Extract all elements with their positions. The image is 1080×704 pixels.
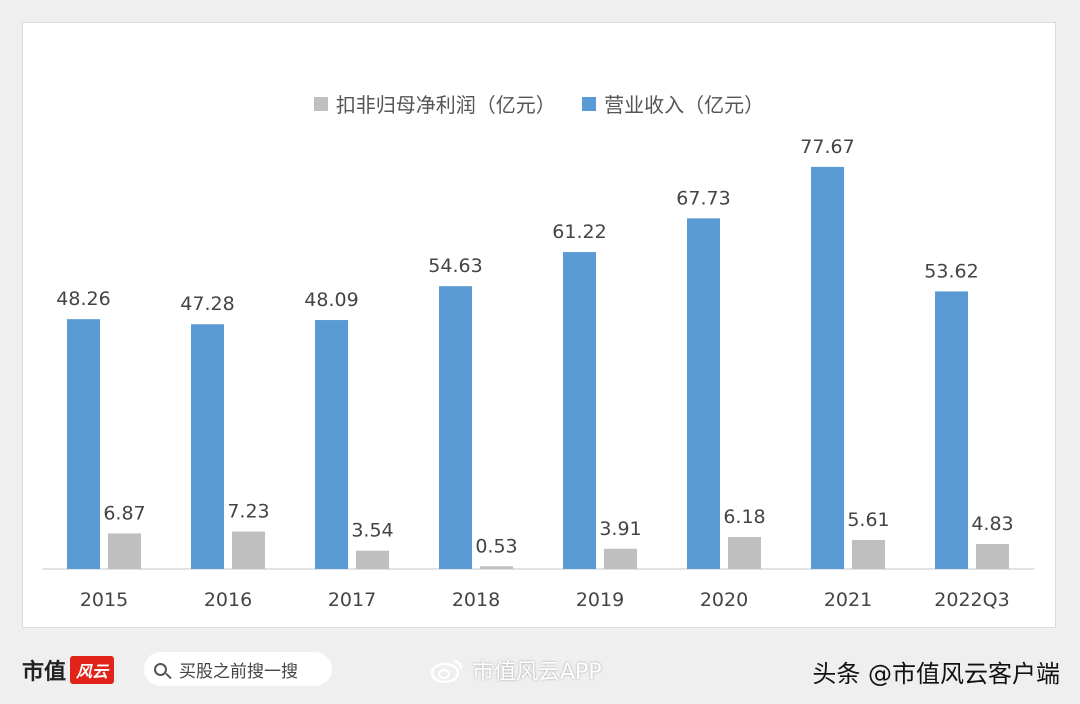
legend-swatch-revenue [582, 96, 597, 111]
x-tick-label-2015: 2015 [80, 589, 128, 611]
net-profit-bar-2022Q3 [976, 543, 1009, 569]
x-tick-label-2016: 2016 [204, 589, 252, 611]
revenue-bar-2015 [67, 319, 100, 569]
search-text: 买股之前搜一搜 [179, 661, 298, 682]
net-profit-label-2022Q3: 4.83 [971, 513, 1013, 535]
brand-logo-badge: 风云 [70, 656, 115, 684]
revenue-label-2016: 47.28 [180, 293, 234, 315]
net-profit-bar-2018 [480, 566, 513, 569]
revenue-label-2018: 54.63 [428, 255, 482, 277]
revenue-bar-2016 [191, 324, 224, 569]
revenue-label-2021: 77.67 [800, 136, 854, 158]
x-tick-label-2017: 2017 [328, 589, 376, 611]
revenue-bar-2022Q3 [935, 291, 968, 569]
net-profit-label-2020: 6.18 [723, 506, 765, 528]
x-tick-label-2021: 2021 [824, 589, 872, 611]
brand-text: 市值 [22, 660, 67, 685]
x-tick-label-2019: 2019 [576, 589, 624, 611]
net-profit-bar-2016 [232, 531, 265, 569]
net-profit-label-2019: 3.91 [599, 518, 641, 540]
search-box[interactable]: 买股之前搜一搜 [144, 652, 332, 686]
net-profit-bar-2020 [728, 537, 761, 569]
weibo-icon [430, 659, 463, 683]
revenue-label-2019: 61.22 [552, 221, 606, 243]
net-profit-bar-2021 [852, 539, 885, 569]
weibo-text: 市值风云APP [472, 660, 602, 685]
legend-label-revenue: 营业收入（亿元） [604, 93, 765, 117]
legend-item-net-profit: 扣非归母净利润（亿元） [313, 89, 556, 118]
revenue-bar-2020 [687, 218, 720, 569]
net-profit-label-2017: 3.54 [351, 520, 393, 542]
net-profit-label-2021: 5.61 [847, 509, 889, 531]
x-tick-label-2020: 2020 [700, 589, 748, 611]
weibo-watermark: 市值风云APP [430, 654, 602, 686]
author-credit: 头条 @市值风云客户端 [812, 660, 1060, 688]
revenue-bar-2019 [563, 252, 596, 569]
revenue-label-2020: 67.73 [676, 187, 730, 209]
net-profit-bar-2015 [108, 533, 141, 569]
revenue-label-2022Q3: 53.62 [924, 260, 978, 282]
revenue-bar-2018 [439, 286, 472, 569]
revenue-bar-2021 [811, 166, 844, 570]
revenue-label-2017: 48.09 [304, 289, 358, 311]
net-profit-bar-2019 [604, 548, 637, 569]
net-profit-bar-2017 [356, 550, 389, 569]
legend-label-net-profit: 扣非归母净利润（亿元） [335, 93, 556, 117]
chart-legend: 扣非归母净利润（亿元） 营业收入（亿元） [23, 89, 1055, 118]
revenue-bar-2017 [315, 320, 348, 569]
legend-swatch-net-profit [313, 96, 328, 111]
legend-item-revenue: 营业收入（亿元） [582, 89, 764, 118]
footer-bar: 市值 风云 买股之前搜一搜 市值风云APP 头条 @市值风云客户端 [0, 640, 1080, 704]
brand-logo: 市值 风云 [22, 654, 115, 686]
x-tick-label-2018: 2018 [452, 589, 500, 611]
bar-chart: 48.26 6.87 2015 47.28 7.23 2016 48.09 3.54 2017 5… [42, 136, 1034, 611]
net-profit-label-2015: 6.87 [103, 502, 145, 524]
search-icon [154, 662, 167, 676]
net-profit-label-2016: 7.23 [227, 501, 269, 523]
x-tick-label-2022Q3: 2022Q3 [934, 589, 1009, 611]
revenue-label-2015: 48.26 [56, 288, 110, 310]
net-profit-label-2018: 0.53 [475, 535, 517, 557]
